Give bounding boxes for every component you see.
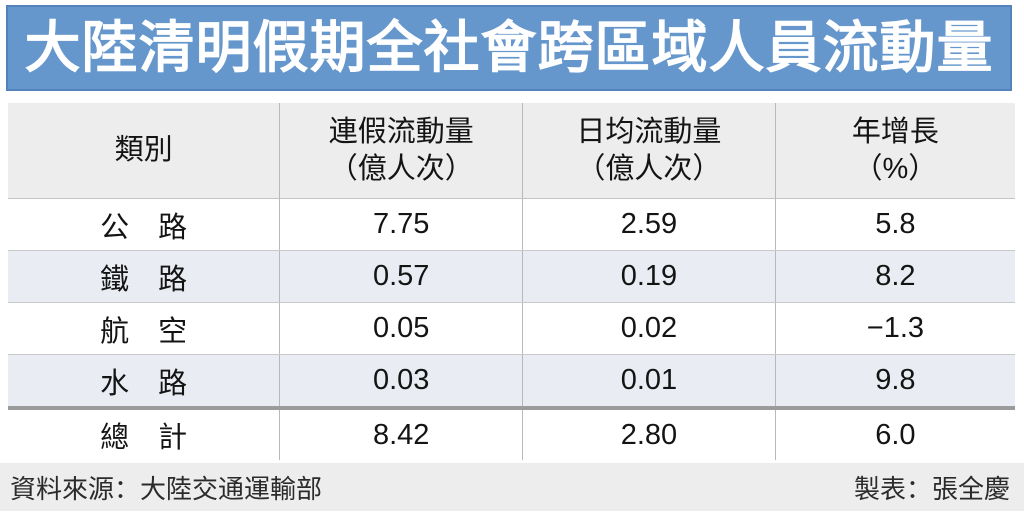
header-daily-flow: 日均流動量 （億人次） xyxy=(522,103,776,199)
header-category: 類別 xyxy=(8,103,281,199)
value-cell: 2.59 xyxy=(522,198,776,251)
page-title: 大陸清明假期全社會跨區域人員流動量 xyxy=(24,16,994,79)
value-cell: 7.75 xyxy=(279,198,524,251)
value-cell: 0.19 xyxy=(522,250,776,303)
table-header-row: 類別 連假流動量 （億人次） 日均流動量 （億人次） 年增長 （%） xyxy=(8,103,1015,199)
category-cell: 公 路 xyxy=(8,198,281,251)
value-cell: 0.03 xyxy=(279,354,524,409)
header-annual-growth: 年增長 （%） xyxy=(775,103,1015,199)
footer-strip: 資料來源：大陸交通運輸部 製表：張全慶 xyxy=(0,463,1024,511)
header-annual-growth-line2: （%） xyxy=(853,152,938,185)
table-row-waterway: 水 路 0.03 0.01 9.8 xyxy=(8,354,1015,409)
category-cell: 航 空 xyxy=(8,302,281,355)
header-holiday-flow-line1: 連假流動量 xyxy=(328,116,474,149)
total-value-cell: 2.80 xyxy=(522,406,776,460)
table-row-total: 總 計 8.42 2.80 6.0 xyxy=(8,406,1015,460)
table-row-road: 公 路 7.75 2.59 5.8 xyxy=(8,198,1015,251)
total-value-cell: 6.0 xyxy=(775,406,1015,460)
header-annual-growth-line1: 年增長 xyxy=(851,116,939,149)
total-value-cell: 8.42 xyxy=(279,406,524,460)
value-cell: 0.05 xyxy=(279,302,524,355)
title-banner: 大陸清明假期全社會跨區域人員流動量 xyxy=(6,5,1012,91)
table-row-rail: 鐵 路 0.57 0.19 8.2 xyxy=(8,250,1015,303)
header-daily-flow-line1: 日均流動量 xyxy=(576,116,722,149)
credit-note: 製表：張全慶 xyxy=(853,473,1010,504)
flow-data-table: 類別 連假流動量 （億人次） 日均流動量 （億人次） 年增長 （%） 公 路 xyxy=(8,103,1015,460)
header-category-label: 類別 xyxy=(114,134,173,167)
value-cell: 0.02 xyxy=(522,302,776,355)
value-cell: 0.57 xyxy=(279,250,524,303)
value-cell: 5.8 xyxy=(775,198,1015,251)
header-holiday-flow: 連假流動量 （億人次） xyxy=(279,103,524,199)
category-cell: 水 路 xyxy=(8,354,281,409)
total-category-cell: 總 計 xyxy=(8,406,281,460)
value-cell: 8.2 xyxy=(775,250,1015,303)
value-cell: 9.8 xyxy=(775,354,1015,409)
value-cell: 0.01 xyxy=(522,354,776,409)
source-note: 資料來源：大陸交通運輸部 xyxy=(10,473,323,504)
header-daily-flow-line2: （億人次） xyxy=(576,152,722,185)
table-row-aviation: 航 空 0.05 0.02 −1.3 xyxy=(8,302,1015,355)
header-holiday-flow-line2: （億人次） xyxy=(328,152,474,185)
value-cell: −1.3 xyxy=(775,302,1015,355)
category-cell: 鐵 路 xyxy=(8,250,281,303)
